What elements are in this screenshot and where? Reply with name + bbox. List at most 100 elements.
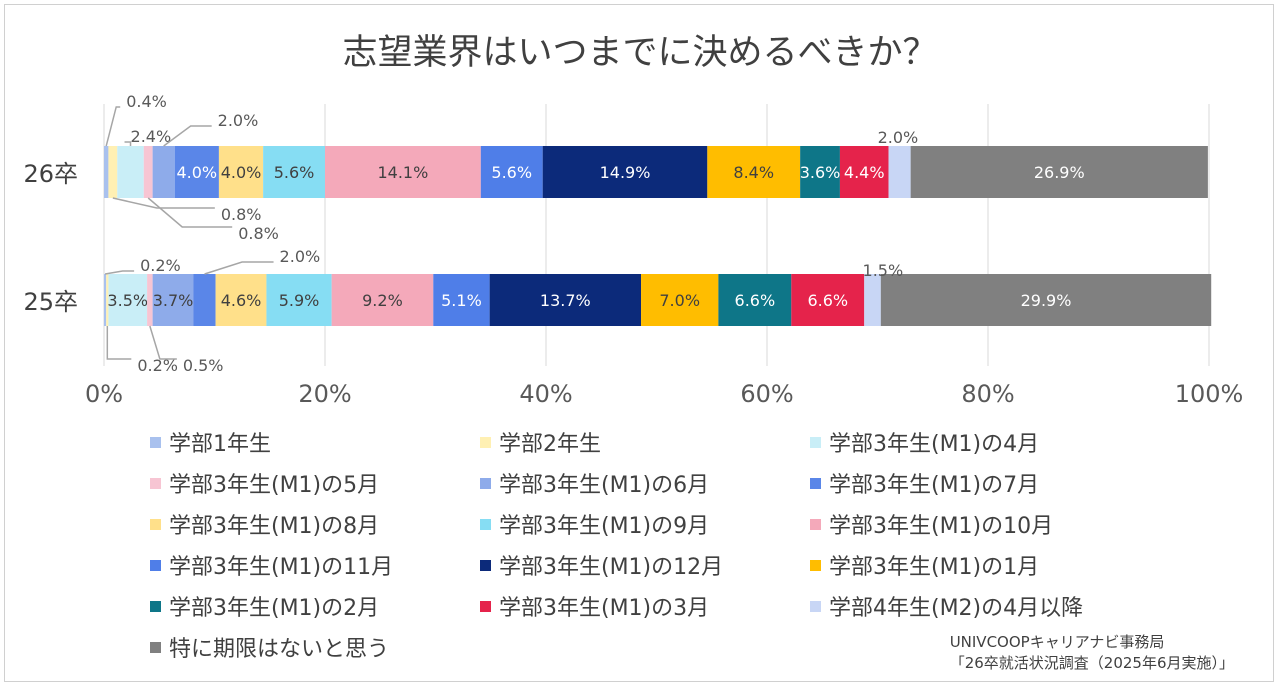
- leader-line: [149, 325, 177, 360]
- legend-item: 学部4年生(M2)の4月以降: [810, 590, 1083, 622]
- bar-segment: [106, 274, 109, 326]
- source-credit: UNIVCOOPキャリアナビ事務局 「26卒就活状況調査（2025年6月実施）」: [950, 632, 1234, 674]
- leader-line: [204, 261, 274, 275]
- legend-swatch: [150, 518, 161, 530]
- legend-item: 学部1年生: [150, 426, 271, 458]
- legend-swatch: [150, 436, 161, 448]
- bar-segment: [263, 146, 325, 198]
- legend-swatch: [150, 477, 161, 489]
- data-label: 0.4%: [126, 92, 167, 111]
- legend-label: 学部3年生(M1)の3月: [499, 596, 710, 621]
- legend-item: 学部3年生(M1)の9月: [480, 508, 709, 540]
- data-label: 5.1%: [441, 291, 482, 310]
- source-line-org: UNIVCOOPキャリアナビ事務局: [949, 633, 1165, 651]
- data-label: 26.9%: [1034, 163, 1085, 182]
- x-tick-label: 60%: [740, 380, 793, 408]
- legend-label: 学部3年生(M1)の1月: [829, 555, 1040, 580]
- legend-swatch: [150, 600, 161, 612]
- legend-item: 学部3年生(M1)の2月: [150, 590, 379, 622]
- data-label: 4.0%: [176, 163, 217, 182]
- legend-swatch: [150, 641, 161, 653]
- legend-label: 学部3年生(M1)の11月: [169, 555, 394, 580]
- bar-segment: [218, 146, 264, 198]
- data-label: 6.6%: [735, 291, 776, 310]
- legend-item: 学部3年生(M1)の7月: [810, 467, 1039, 499]
- legend-item: 学部2年生: [480, 426, 601, 458]
- data-label: 7.0%: [659, 291, 700, 310]
- bar-segment: [108, 146, 118, 198]
- bar-segment: [108, 274, 148, 326]
- data-label: 5.9%: [279, 291, 320, 310]
- legend-swatch: [810, 436, 821, 448]
- legend-swatch: [480, 477, 491, 489]
- bar-segment: [791, 274, 865, 326]
- bar-segment: [542, 146, 708, 198]
- x-tick-label: 0%: [85, 380, 123, 408]
- legend-item: 学部3年生(M1)の3月: [480, 590, 709, 622]
- bar-segment: [433, 274, 490, 326]
- legend-swatch: [810, 600, 821, 612]
- bar-segment: [174, 146, 219, 198]
- legend-swatch: [480, 559, 491, 571]
- legend-swatch: [480, 600, 491, 612]
- legend-item: 学部3年生(M1)の8月: [150, 508, 379, 540]
- leader-line: [105, 106, 121, 147]
- bar-segment: [864, 274, 881, 326]
- bar-segment: [480, 146, 543, 198]
- data-label: 0.8%: [221, 205, 262, 224]
- data-label: 4.0%: [221, 163, 262, 182]
- legend-item: 学部3年生(M1)の11月: [150, 549, 393, 581]
- x-tick-label: 80%: [961, 380, 1014, 408]
- legend-label: 学部3年生(M1)の2月: [169, 596, 380, 621]
- legend-label: 学部3年生(M1)の4月: [829, 432, 1040, 457]
- bar-segment: [266, 274, 332, 326]
- bar-segment: [117, 146, 144, 198]
- data-label: 5.6%: [491, 163, 532, 182]
- leader-line: [124, 141, 132, 146]
- legend-swatch: [810, 518, 821, 530]
- chart-frame: [4, 4, 1274, 682]
- legend-label: 学部4年生(M2)の4月以降: [829, 596, 1084, 621]
- leader-line: [147, 197, 233, 228]
- data-label: 8.4%: [733, 163, 774, 182]
- legend-label: 学部3年生(M1)の5月: [169, 473, 380, 498]
- data-label: 2.0%: [878, 128, 919, 147]
- data-label: 0.8%: [238, 224, 279, 243]
- bar-segment: [215, 274, 267, 326]
- data-label: 0.5%: [183, 356, 224, 375]
- data-label: 3.6%: [800, 163, 841, 182]
- data-label: 4.4%: [844, 163, 885, 182]
- bar-segment: [718, 274, 792, 326]
- data-label: 6.6%: [807, 291, 848, 310]
- legend-swatch: [480, 518, 491, 530]
- data-label: 3.5%: [107, 291, 148, 310]
- bar-segment: [880, 274, 1212, 326]
- category-label: 25卒: [23, 288, 78, 316]
- legend-label: 学部3年生(M1)の7月: [829, 473, 1040, 498]
- bar-segment: [152, 274, 194, 326]
- bar-segment: [641, 274, 719, 326]
- leader-line: [104, 270, 135, 275]
- legend-swatch: [480, 436, 491, 448]
- stacked-bar-chart: 0% 20% 40% 60% 80% 100% 26卒 25卒 4.0% 4.0% 5.6% 14.1…: [23, 92, 1243, 408]
- source-line-survey: 「26卒就活状況調査（2025年6月実施）」: [949, 654, 1234, 672]
- legend-label: 学部3年生(M1)の8月: [169, 514, 380, 539]
- legend-item: 学部3年生(M1)の6月: [480, 467, 709, 499]
- data-label: 2.0%: [218, 111, 259, 130]
- legend-item: 特に期限はないと思う: [150, 631, 389, 663]
- data-label: 2.0%: [280, 247, 321, 266]
- bar-segment: [489, 274, 642, 326]
- bar-segment: [800, 146, 840, 198]
- legend-label: 学部1年生: [169, 432, 271, 457]
- x-tick-label: 40%: [519, 380, 572, 408]
- data-label: 9.2%: [362, 291, 403, 310]
- leader-line: [106, 326, 132, 360]
- data-label: 14.9%: [600, 163, 651, 182]
- legend-item: 学部3年生(M1)の10月: [810, 508, 1053, 540]
- bar-segment: [707, 146, 801, 198]
- data-label: 13.7%: [540, 291, 591, 310]
- legend-swatch: [150, 559, 161, 571]
- bar-segment: [331, 274, 434, 326]
- chart-legend: 学部1年生 学部2年生 学部3年生(M1)の4月 学部3年生(M1)の5月 学部3年生(…: [150, 426, 1160, 676]
- data-label: 3.7%: [153, 291, 194, 310]
